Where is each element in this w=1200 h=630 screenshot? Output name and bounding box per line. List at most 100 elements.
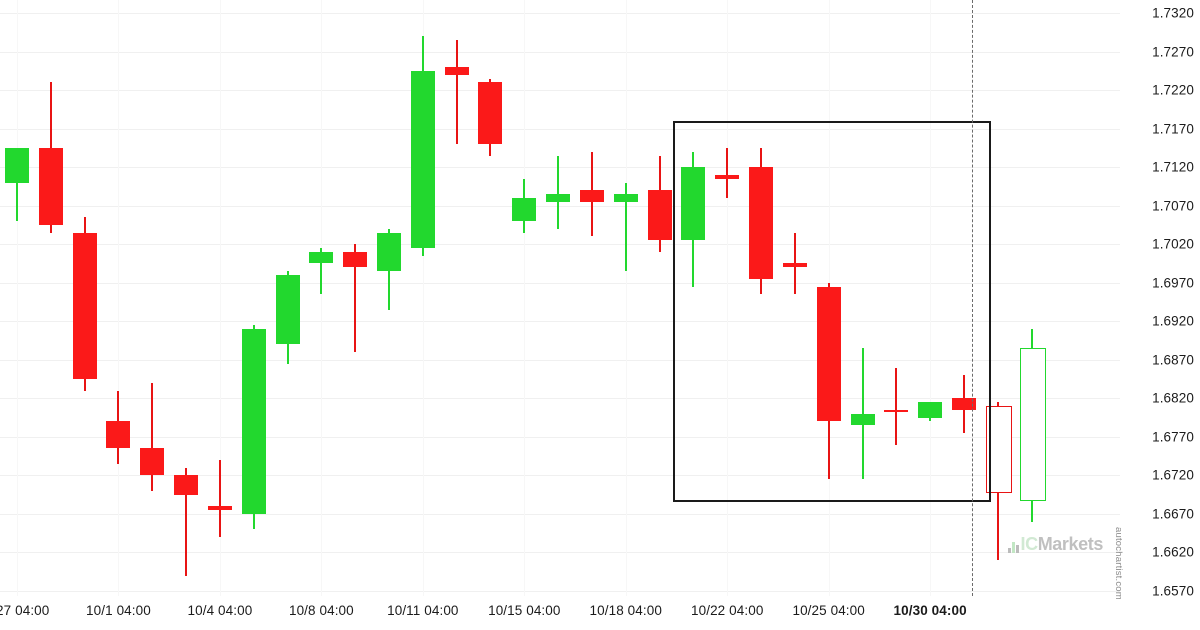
gridline-horizontal xyxy=(0,591,1120,592)
candle-body xyxy=(207,506,232,511)
y-axis-tick-label: 1.6770 xyxy=(1152,429,1194,445)
candle-body xyxy=(816,286,841,422)
candlestick[interactable] xyxy=(814,0,844,596)
candlestick[interactable] xyxy=(509,0,539,596)
gridline-horizontal xyxy=(0,321,1120,323)
candlestick[interactable] xyxy=(239,0,269,596)
y-axis-tick-label: 1.6970 xyxy=(1152,274,1194,290)
candlestick[interactable] xyxy=(103,0,133,596)
gridline-vertical xyxy=(118,0,120,596)
gridline-horizontal xyxy=(0,475,1120,477)
gridline-vertical xyxy=(17,0,18,596)
x-axis-tick-label: 10/1 04:00 xyxy=(86,603,151,618)
gridline-horizontal xyxy=(0,398,1120,400)
candlestick[interactable] xyxy=(577,0,607,596)
gridline-vertical xyxy=(422,0,424,596)
plot-area xyxy=(0,0,1120,596)
gridline-vertical xyxy=(321,0,323,596)
candle-body xyxy=(951,398,976,410)
gridline-horizontal xyxy=(0,167,1120,169)
candlestick[interactable] xyxy=(2,0,32,596)
candle-body xyxy=(512,197,537,222)
candlestick[interactable] xyxy=(712,0,742,596)
y-axis-tick-label: 1.7120 xyxy=(1152,159,1194,175)
candle-wick xyxy=(320,248,323,295)
candlestick[interactable] xyxy=(746,0,776,596)
gridline-vertical xyxy=(727,0,729,596)
x-axis-tick-label: 10/25 04:00 xyxy=(792,603,865,618)
candle-body xyxy=(985,406,1012,493)
candle-body xyxy=(546,194,571,202)
candlestick[interactable] xyxy=(678,0,708,596)
candle-body xyxy=(106,421,131,449)
candlestick[interactable] xyxy=(306,0,336,596)
y-axis-tick-label: 1.6870 xyxy=(1152,352,1194,368)
candle-wick xyxy=(16,147,18,222)
candle-body xyxy=(579,190,604,202)
candlestick[interactable] xyxy=(645,0,675,596)
y-axis-tick-label: 1.6670 xyxy=(1152,506,1194,522)
candle-body xyxy=(275,275,300,345)
candlestick[interactable] xyxy=(780,0,810,596)
candle-wick xyxy=(895,367,898,445)
candlestick[interactable] xyxy=(340,0,370,596)
candle-wick xyxy=(185,467,188,576)
candlestick[interactable] xyxy=(611,0,641,596)
gridline-horizontal xyxy=(0,282,1120,284)
candle-body xyxy=(850,413,875,426)
candlestick[interactable] xyxy=(442,0,472,596)
candlestick[interactable] xyxy=(408,0,438,596)
x-axis-tick-label: 9/27 04:00 xyxy=(0,603,50,618)
candle-body xyxy=(5,147,29,183)
candle-body xyxy=(782,263,807,268)
candle-body xyxy=(444,66,469,75)
candle-wick xyxy=(624,182,627,272)
candlestick[interactable] xyxy=(273,0,303,596)
gridline-horizontal xyxy=(0,359,1120,361)
gridline-horizontal xyxy=(0,51,1120,53)
y-axis-tick-label: 1.6820 xyxy=(1152,390,1194,406)
candle-body xyxy=(647,190,672,241)
candlestick[interactable] xyxy=(36,0,66,596)
candlestick[interactable] xyxy=(137,0,167,596)
x-axis: 9/27 04:00 10/1 04:00 10/4 04:00 10/8 04:00… xyxy=(0,596,1200,630)
candle-body xyxy=(715,174,740,179)
candle-body xyxy=(72,232,97,380)
candlestick[interactable] xyxy=(171,0,201,596)
candlestick[interactable] xyxy=(475,0,505,596)
candlestick[interactable] xyxy=(915,0,945,596)
candle-wick xyxy=(726,147,729,198)
candle-body xyxy=(681,167,706,241)
x-axis-tick-label: 10/18 04:00 xyxy=(589,603,662,618)
candlestick[interactable] xyxy=(881,0,911,596)
gridline-vertical xyxy=(930,0,932,596)
candlestick[interactable] xyxy=(848,0,878,596)
candlestick[interactable] xyxy=(543,0,573,596)
gridline-vertical xyxy=(625,0,627,596)
candlestick[interactable] xyxy=(205,0,235,596)
now-divider-line xyxy=(972,0,974,596)
candle-body xyxy=(478,82,503,144)
gridline-horizontal xyxy=(0,13,1120,14)
candlestick[interactable] xyxy=(374,0,404,596)
y-axis-tick-label: 1.7070 xyxy=(1152,197,1194,213)
x-axis-tick-label: 10/15 04:00 xyxy=(488,603,561,618)
gridline-vertical xyxy=(524,0,526,596)
candle-wick xyxy=(455,39,458,144)
gridline-horizontal xyxy=(0,90,1120,92)
y-axis-tick-label: 1.6570 xyxy=(1152,583,1194,599)
y-axis-tick-label: 1.7220 xyxy=(1152,82,1194,98)
gridline-horizontal xyxy=(0,436,1120,438)
forecast-candle[interactable] xyxy=(1017,0,1047,596)
candle-wick xyxy=(793,232,796,295)
candlestick[interactable] xyxy=(70,0,100,596)
gridline-horizontal xyxy=(0,552,1120,554)
x-axis-tick-label-current: 10/30 04:00 xyxy=(893,603,967,618)
y-axis-tick-label: 1.6620 xyxy=(1152,544,1194,560)
y-axis-tick-label: 1.6920 xyxy=(1152,313,1194,329)
candle-body xyxy=(241,328,266,514)
forecast-candle[interactable] xyxy=(983,0,1013,596)
candlestick[interactable] xyxy=(949,0,979,596)
y-axis: 1.7320 1.7270 1.7220 1.7170 1.7120 1.7070 1.70… xyxy=(1120,0,1200,599)
